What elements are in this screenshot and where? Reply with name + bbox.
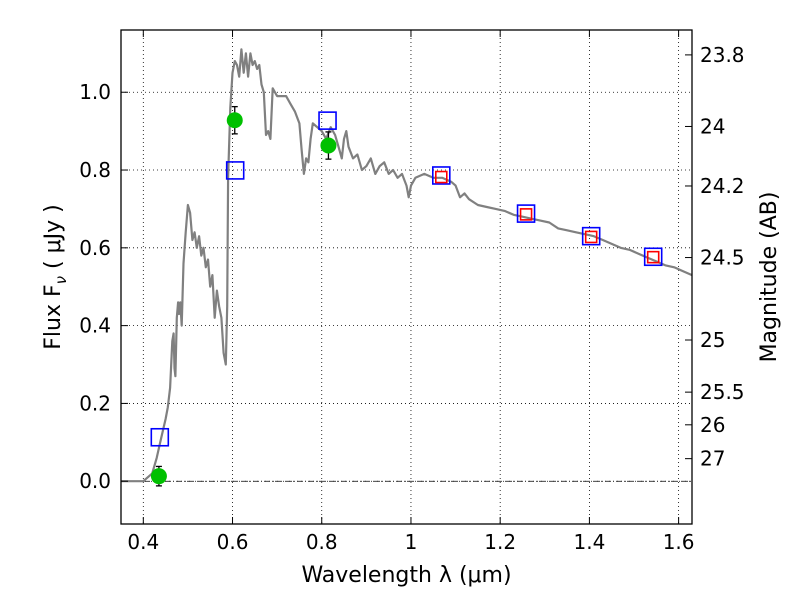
- magnitude-tick-label: 25.5: [700, 380, 745, 404]
- blue-square-point: [581, 226, 601, 246]
- green-data-point: [150, 468, 167, 485]
- magnitude-tick-label: 23.8: [700, 43, 745, 67]
- model-spectrum-line: [121, 48, 693, 483]
- magnitude-tick-label: 25: [700, 328, 725, 352]
- blue-square-point: [150, 427, 170, 447]
- x-tick-label: 0.6: [217, 530, 249, 554]
- blue-square-point: [318, 111, 337, 130]
- magnitude-tick-label: 24.2: [700, 174, 745, 198]
- y-tick-label: 0.8: [79, 158, 111, 182]
- blue-square-point: [516, 204, 536, 223]
- y-axis-label-unit: ( μJy ): [41, 204, 66, 276]
- x-tick-label: 1.6: [663, 530, 695, 554]
- x-axis-label: Wavelength λ (μm): [301, 563, 511, 588]
- axis-ticks: 0.4 0.6 0.8 1 1.2 1.4 1.6 0.0 0.2 0.4 0.6 0.8 1.0 23.…: [79, 30, 745, 554]
- red-square-point: [646, 250, 660, 264]
- blue-square-point: [225, 161, 245, 180]
- y2-axis-label: Magnitude (AB): [757, 192, 782, 363]
- x-tick-label: 1: [405, 530, 418, 554]
- blue-square-point: [431, 166, 451, 185]
- red-square-point: [584, 230, 598, 244]
- y-tick-label: 0.2: [79, 391, 111, 415]
- red-square-point: [434, 170, 448, 184]
- y-tick-label: 1.0: [79, 80, 111, 104]
- y-axis-label-text: Flux F: [41, 284, 66, 349]
- y-tick-label: 0.6: [79, 236, 111, 260]
- x-tick-label: 1.2: [484, 530, 516, 554]
- x-tick-label: 1.4: [573, 530, 605, 554]
- green-data-point: [320, 137, 337, 154]
- magnitude-tick-label: 24: [700, 114, 725, 138]
- magnitude-tick-label: 26: [700, 413, 725, 437]
- x-tick-label: 0.4: [127, 530, 159, 554]
- blue-square-point: [643, 247, 663, 267]
- plot-area: [121, 48, 693, 487]
- red-square-point: [519, 208, 533, 221]
- magnitude-tick-label: 27: [700, 447, 725, 471]
- y-axis-label-subscript: ν: [52, 276, 70, 284]
- grid-lines: [121, 30, 692, 524]
- y-tick-label: 0.4: [79, 314, 111, 338]
- y-tick-label: 0.0: [79, 469, 111, 493]
- y-axis-label: Flux Fν ( μJy ): [41, 204, 70, 349]
- x-tick-label: 0.8: [306, 530, 338, 554]
- plot-frame: [120, 29, 693, 525]
- green-data-point: [226, 112, 243, 129]
- magnitude-tick-label: 24.5: [700, 246, 745, 270]
